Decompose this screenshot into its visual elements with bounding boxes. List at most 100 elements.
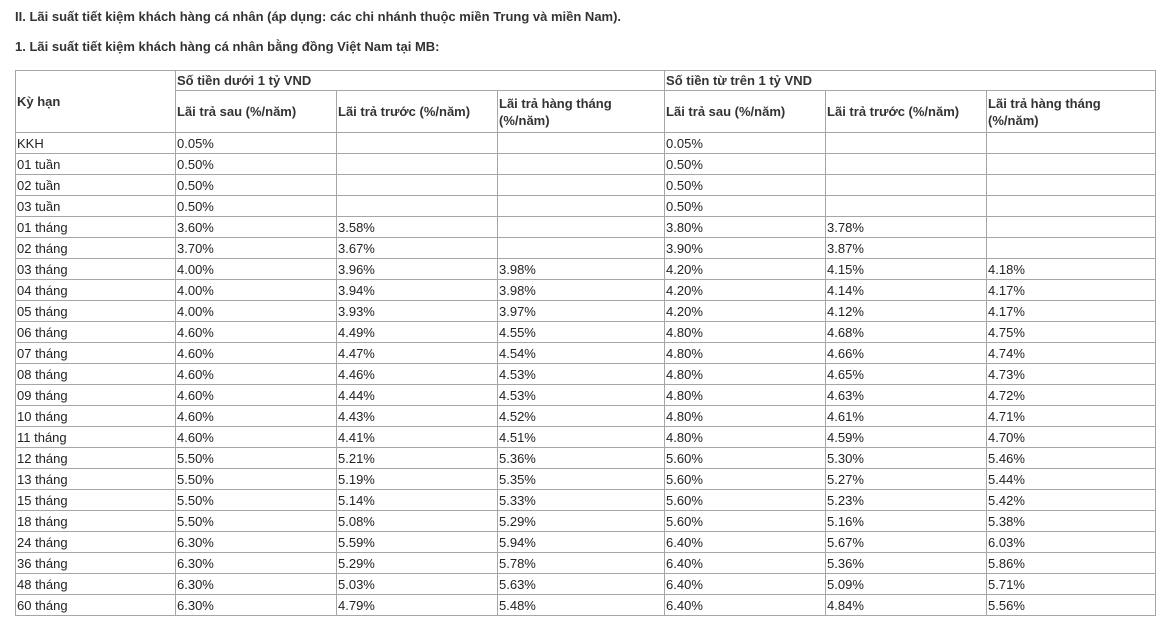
rate-cell: 5.36% bbox=[825, 552, 988, 574]
rate-cell: 5.29% bbox=[336, 552, 498, 574]
rate-cell: 5.21% bbox=[336, 447, 498, 469]
rate-cell: 5.44% bbox=[986, 468, 1157, 490]
rate-cell: 3.60% bbox=[175, 216, 337, 238]
rate-cell: 5.38% bbox=[986, 510, 1157, 532]
rate-cell: 5.71% bbox=[986, 573, 1157, 595]
rate-cell: 5.67% bbox=[825, 531, 988, 553]
term-cell: 13 tháng bbox=[15, 468, 176, 490]
rate-cell: 4.80% bbox=[664, 342, 827, 364]
rate-cell: 4.20% bbox=[664, 279, 827, 301]
rate-cell bbox=[496, 195, 666, 217]
table-row: 06 tháng 4.60% 4.49% 4.55% 4.80% 4.68% 4.75% bbox=[15, 321, 1157, 343]
table-row: 60 tháng 6.30% 4.79% 5.48% 6.40% 4.84% 5.56% bbox=[15, 594, 1157, 616]
rate-cell bbox=[336, 195, 498, 217]
rate-cell: 4.80% bbox=[664, 426, 827, 448]
rate-cell: 6.30% bbox=[175, 594, 337, 616]
rate-cell: 4.60% bbox=[175, 384, 337, 406]
term-cell: 01 tháng bbox=[15, 216, 176, 238]
rate-cell: 5.60% bbox=[664, 468, 827, 490]
table-row: 36 tháng 6.30% 5.29% 5.78% 6.40% 5.36% 5.86% bbox=[15, 552, 1157, 574]
term-cell: 48 tháng bbox=[15, 573, 176, 595]
group-header: Số tiền từ trên 1 tỷ VND bbox=[664, 70, 1157, 91]
rate-cell: 3.98% bbox=[496, 258, 666, 280]
rate-cell: 6.30% bbox=[175, 552, 337, 574]
rate-cell: 0.50% bbox=[664, 174, 827, 196]
term-cell: 18 tháng bbox=[15, 510, 176, 532]
table-row: 02 tháng 3.70% 3.67% 3.90% 3.87% bbox=[15, 237, 1157, 259]
term-cell: 12 tháng bbox=[15, 447, 176, 469]
rate-cell: 4.00% bbox=[175, 279, 337, 301]
term-header: Kỳ hạn bbox=[15, 70, 176, 133]
rate-cell: 4.63% bbox=[825, 384, 988, 406]
rate-cell bbox=[336, 153, 498, 175]
rate-cell: 5.50% bbox=[175, 447, 337, 469]
table-row: 08 tháng 4.60% 4.46% 4.53% 4.80% 4.65% 4.73% bbox=[15, 363, 1157, 385]
rate-cell: 4.60% bbox=[175, 363, 337, 385]
rate-cell: 4.20% bbox=[664, 258, 827, 280]
table-row: 04 tháng 4.00% 3.94% 3.98% 4.20% 4.14% 4.17% bbox=[15, 279, 1157, 301]
table-row: 03 tuần 0.50% 0.50% bbox=[15, 195, 1157, 217]
rate-cell: 6.40% bbox=[664, 552, 827, 574]
rate-cell: 5.86% bbox=[986, 552, 1157, 574]
rate-cell: 5.46% bbox=[986, 447, 1157, 469]
term-cell: 07 tháng bbox=[15, 342, 176, 364]
rate-cell: 5.14% bbox=[336, 489, 498, 511]
column-header: Lãi trả sau (%/năm) bbox=[664, 90, 827, 133]
rate-cell: 4.14% bbox=[825, 279, 988, 301]
rate-cell: 5.78% bbox=[496, 552, 666, 574]
rate-cell: 4.71% bbox=[986, 405, 1157, 427]
rate-cell: 4.80% bbox=[664, 363, 827, 385]
rate-cell bbox=[496, 153, 666, 175]
rate-cell: 4.53% bbox=[496, 363, 666, 385]
rate-cell: 6.30% bbox=[175, 573, 337, 595]
rate-cell: 0.50% bbox=[175, 174, 337, 196]
rate-cell: 4.12% bbox=[825, 300, 988, 322]
term-cell: 04 tháng bbox=[15, 279, 176, 301]
rate-cell: 3.90% bbox=[664, 237, 827, 259]
table-row: 10 tháng 4.60% 4.43% 4.52% 4.80% 4.61% 4.71% bbox=[15, 405, 1157, 427]
term-cell: 10 tháng bbox=[15, 405, 176, 427]
rate-cell: 4.66% bbox=[825, 342, 988, 364]
rate-cell: 4.60% bbox=[175, 426, 337, 448]
rate-cell bbox=[986, 195, 1157, 217]
table-row: 15 tháng 5.50% 5.14% 5.33% 5.60% 5.23% 5.42% bbox=[15, 489, 1157, 511]
rate-cell: 5.36% bbox=[496, 447, 666, 469]
rate-cell: 4.20% bbox=[664, 300, 827, 322]
table-row: 13 tháng 5.50% 5.19% 5.35% 5.60% 5.27% 5.44% bbox=[15, 468, 1157, 490]
rate-cell: 5.50% bbox=[175, 510, 337, 532]
rate-cell: 5.29% bbox=[496, 510, 666, 532]
rate-cell: 5.50% bbox=[175, 468, 337, 490]
rate-cell: 3.93% bbox=[336, 300, 498, 322]
rate-cell: 4.60% bbox=[175, 342, 337, 364]
rate-cell: 4.49% bbox=[336, 321, 498, 343]
rate-cell: 0.05% bbox=[664, 132, 827, 154]
term-cell: KKH bbox=[15, 132, 176, 154]
column-header: Lãi trả trước (%/năm) bbox=[336, 90, 498, 133]
rate-cell: 5.60% bbox=[664, 447, 827, 469]
rate-cell: 3.94% bbox=[336, 279, 498, 301]
rate-cell: 4.00% bbox=[175, 258, 337, 280]
rate-cell: 5.48% bbox=[496, 594, 666, 616]
rate-cell: 4.72% bbox=[986, 384, 1157, 406]
rate-cell: 6.40% bbox=[664, 594, 827, 616]
column-header: Lãi trả trước (%/năm) bbox=[825, 90, 988, 133]
rate-cell: 4.80% bbox=[664, 405, 827, 427]
rate-cell bbox=[496, 216, 666, 238]
rate-cell: 4.65% bbox=[825, 363, 988, 385]
rate-cell: 6.03% bbox=[986, 531, 1157, 553]
rate-cell: 4.55% bbox=[496, 321, 666, 343]
table-row: 11 tháng 4.60% 4.41% 4.51% 4.80% 4.59% 4.70% bbox=[15, 426, 1157, 448]
rate-cell: 4.60% bbox=[175, 321, 337, 343]
rate-cell: 4.73% bbox=[986, 363, 1157, 385]
rate-cell: 5.03% bbox=[336, 573, 498, 595]
rate-cell: 4.17% bbox=[986, 300, 1157, 322]
term-cell: 15 tháng bbox=[15, 489, 176, 511]
rate-cell: 3.97% bbox=[496, 300, 666, 322]
rate-cell: 3.98% bbox=[496, 279, 666, 301]
rate-cell: 5.42% bbox=[986, 489, 1157, 511]
rate-cell bbox=[496, 174, 666, 196]
rate-cell: 3.96% bbox=[336, 258, 498, 280]
term-cell: 09 tháng bbox=[15, 384, 176, 406]
rate-cell: 4.68% bbox=[825, 321, 988, 343]
subsection-heading: 1. Lãi suất tiết kiệm khách hàng cá nhân… bbox=[15, 39, 440, 54]
